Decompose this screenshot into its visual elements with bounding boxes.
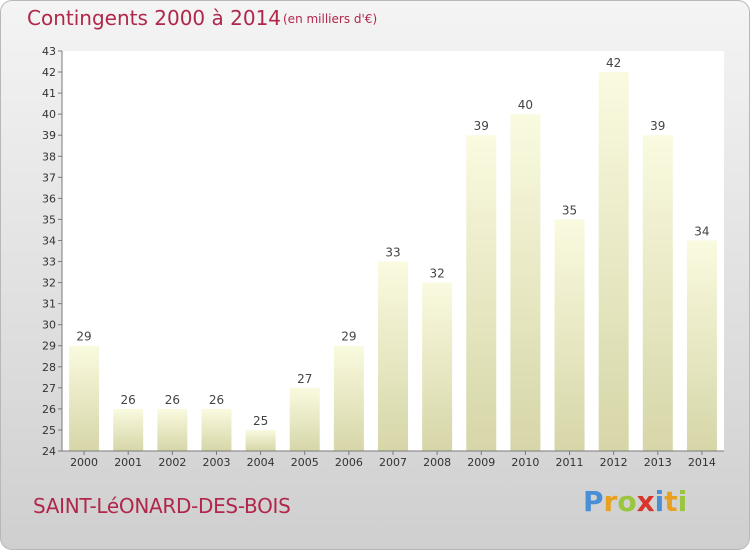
y-tick-label: 26: [42, 403, 56, 416]
logo-letter: i: [677, 485, 688, 518]
data-label: 40: [518, 98, 533, 112]
bar: [422, 282, 453, 451]
y-tick-label: 30: [42, 319, 56, 332]
y-tick-label: 43: [42, 45, 56, 58]
y-tick-label: 41: [42, 87, 56, 100]
y-tick-label: 39: [42, 129, 56, 142]
x-tick-label: 2011: [556, 456, 584, 469]
logo-letter: o: [617, 485, 637, 518]
bar: [113, 408, 144, 451]
logo-letter: i: [654, 485, 665, 518]
bar: [69, 345, 100, 451]
y-tick-label: 32: [42, 277, 56, 290]
bar: [466, 135, 497, 452]
data-label: 27: [297, 372, 312, 386]
bar: [378, 261, 408, 451]
data-label: 34: [694, 224, 709, 238]
y-tick-label: 40: [42, 108, 56, 121]
y-tick-label: 29: [42, 340, 56, 353]
data-label: 25: [253, 414, 268, 428]
data-label: 26: [121, 393, 136, 407]
data-label: 29: [341, 330, 356, 344]
data-label: 35: [562, 203, 577, 217]
x-tick-label: 2012: [600, 456, 628, 469]
data-label: 42: [606, 56, 621, 70]
y-tick-label: 27: [42, 382, 56, 395]
bar: [686, 240, 717, 451]
y-tick-label: 37: [42, 171, 56, 184]
logo-letter: r: [603, 485, 618, 518]
chart-subtitle: (en milliers d'€): [283, 12, 378, 26]
data-label: 26: [165, 393, 180, 407]
bar: [289, 387, 320, 451]
bar: [598, 72, 629, 451]
bar: [554, 219, 585, 451]
x-tick-label: 2008: [423, 456, 451, 469]
y-tick-label: 33: [42, 256, 56, 269]
logo-letter: t: [664, 485, 678, 518]
x-tick-label: 2001: [114, 456, 142, 469]
x-tick-label: 2014: [688, 456, 716, 469]
bar: [245, 429, 276, 451]
bar: [157, 408, 188, 451]
y-tick-label: 28: [42, 361, 56, 374]
y-tick-label: 38: [42, 150, 56, 163]
logo-letter: P: [583, 485, 604, 518]
x-tick-label: 2010: [511, 456, 539, 469]
y-tick-label: 24: [42, 445, 56, 458]
logo-letter: x: [636, 485, 655, 518]
data-label: 39: [474, 119, 489, 133]
data-label: 39: [650, 119, 665, 133]
place-name: SAINT-LéONARD-DES-BOIS: [33, 494, 291, 518]
bar: [642, 135, 673, 452]
y-tick-label: 34: [42, 234, 56, 247]
proxiti-logo: Proxiti: [583, 485, 687, 518]
x-tick-label: 2009: [467, 456, 495, 469]
chart-title: Contingents 2000 à 2014: [27, 6, 282, 30]
data-label: 32: [429, 267, 444, 281]
bar: [333, 345, 364, 451]
x-tick-label: 2005: [291, 456, 319, 469]
x-tick-label: 2000: [70, 456, 98, 469]
y-tick-label: 31: [42, 298, 56, 311]
data-label: 26: [209, 393, 224, 407]
y-tick-label: 25: [42, 424, 56, 437]
bar: [510, 114, 541, 451]
data-label: 29: [76, 330, 91, 344]
x-tick-label: 2013: [644, 456, 672, 469]
x-tick-label: 2003: [202, 456, 230, 469]
bar: [201, 408, 232, 451]
x-tick-label: 2006: [335, 456, 363, 469]
x-tick-label: 2007: [379, 456, 407, 469]
data-label: 33: [385, 246, 400, 260]
y-tick-label: 36: [42, 192, 56, 205]
y-tick-label: 42: [42, 66, 56, 79]
x-tick-label: 2002: [158, 456, 186, 469]
x-tick-label: 2004: [247, 456, 275, 469]
y-tick-label: 35: [42, 213, 56, 226]
